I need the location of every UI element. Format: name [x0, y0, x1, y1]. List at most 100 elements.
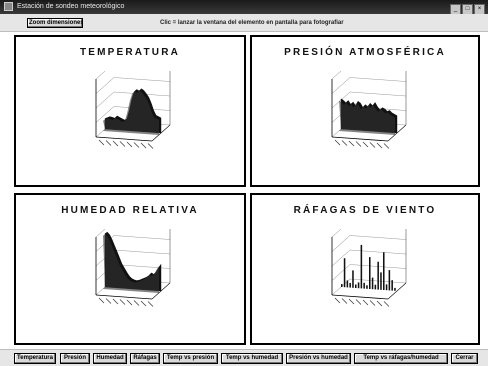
- bar-mark: [349, 282, 351, 288]
- temperature-chart-panel[interactable]: TEMPERATURA: [14, 35, 246, 187]
- x-tick-mark: [369, 300, 376, 306]
- x-tick-mark: [369, 142, 376, 148]
- chart-title: HUMEDAD RELATIVA: [61, 205, 199, 216]
- x-axis: [331, 294, 389, 300]
- depth-gridline: [95, 229, 106, 238]
- x-tick-mark: [348, 140, 355, 147]
- x-tick-mark: [376, 300, 383, 307]
- temp-vs-gusts-humidity-button[interactable]: Temp vs ráfagas/humedad: [354, 353, 448, 364]
- x-tick-mark: [334, 297, 341, 304]
- wind-gusts-chart: [331, 229, 407, 307]
- bar-mark: [377, 261, 379, 290]
- bar-mark: [391, 280, 393, 291]
- x-tick-mark: [383, 143, 390, 149]
- bar-mark: [366, 285, 368, 289]
- app-icon: [4, 1, 13, 11]
- x-axis: [331, 136, 389, 142]
- pressure-chart-panel[interactable]: PRESIÓN ATMOSFÉRICA: [250, 35, 480, 187]
- bar-mark: [363, 282, 365, 289]
- window-title: Estación de sondeo meteorológico: [16, 3, 125, 10]
- wind-gusts-chart-panel[interactable]: RÁFAGAS DE VIENTO: [250, 193, 480, 345]
- x-tick-mark: [355, 141, 362, 147]
- x-tick-mark: [147, 301, 154, 307]
- depth-gridline: [331, 229, 342, 238]
- window-titlebar: Estación de sondeo meteorológico _ □ ×: [0, 0, 488, 14]
- click-hint: Clic = lanzar la ventana del elemento en…: [160, 20, 344, 26]
- x-tick-mark: [133, 300, 140, 306]
- area-mark-face: [103, 234, 159, 293]
- x-tick-mark: [133, 142, 140, 148]
- bar-mark: [343, 258, 346, 288]
- temperature-chart: [95, 71, 171, 149]
- bar-mark: [371, 277, 374, 290]
- depth-axis: [387, 282, 407, 300]
- x-tick-mark: [126, 299, 133, 306]
- depth-gridline: [331, 249, 351, 267]
- bar-mark: [352, 270, 354, 288]
- x-tick-mark: [362, 299, 369, 306]
- bar-mark: [383, 252, 385, 290]
- x-tick-mark: [147, 143, 154, 149]
- x-tick-mark: [105, 298, 112, 304]
- bar-mark: [360, 244, 363, 289]
- x-tick-mark: [140, 142, 147, 149]
- depth-gridline: [95, 106, 115, 123]
- bar-mark: [346, 280, 349, 288]
- chart-title: TEMPERATURA: [79, 47, 181, 58]
- gusts-button[interactable]: Ráfagas: [130, 353, 160, 364]
- bar-mark: [385, 284, 388, 291]
- chart-title: RÁFAGAS DE VIENTO: [293, 205, 437, 216]
- gridline: [113, 77, 171, 82]
- x-tick-mark: [112, 140, 119, 147]
- gridline: [349, 91, 407, 97]
- x-tick-mark: [383, 301, 390, 307]
- maximize-icon[interactable]: □: [462, 4, 473, 14]
- bar-mark: [369, 257, 371, 289]
- x-tick-mark: [334, 139, 341, 146]
- close-button[interactable]: Cerrar: [451, 353, 478, 364]
- bar-mark: [388, 270, 391, 291]
- bar-mark: [341, 284, 343, 287]
- x-tick-mark: [341, 140, 348, 146]
- close-icon[interactable]: ×: [474, 4, 485, 14]
- bar-mark: [357, 282, 360, 289]
- x-tick-mark: [98, 297, 105, 304]
- zoom-dimensions-button[interactable]: Zoom dimensiones: [27, 18, 83, 28]
- x-axis: [95, 294, 153, 300]
- x-axis: [95, 136, 153, 142]
- temperature-button[interactable]: Temperatura: [14, 353, 56, 364]
- gridline: [349, 249, 407, 255]
- bar-mark: [394, 287, 396, 291]
- pressure-button[interactable]: Presión: [60, 353, 90, 364]
- x-tick-mark: [112, 298, 119, 305]
- pressure-chart: [331, 71, 407, 149]
- temp-vs-pressure-button[interactable]: Temp vs presión: [163, 353, 218, 364]
- window-controls: _ □ ×: [449, 2, 485, 14]
- depth-gridline: [95, 91, 115, 109]
- x-tick-mark: [126, 141, 133, 148]
- x-tick-mark: [105, 140, 112, 146]
- minimize-icon[interactable]: _: [450, 4, 461, 14]
- depth-gridline: [331, 235, 351, 252]
- bar-mark: [355, 284, 357, 288]
- x-tick-mark: [140, 300, 147, 307]
- chart-title: PRESIÓN ATMOSFÉRICA: [284, 47, 446, 58]
- humidity-button[interactable]: Humedad: [93, 353, 127, 364]
- area-mark-face: [339, 100, 395, 135]
- pressure-vs-humidity-button[interactable]: Presión vs humedad: [286, 353, 351, 364]
- x-tick-mark: [119, 141, 126, 147]
- humidity-chart: [95, 229, 171, 307]
- x-tick-mark: [341, 298, 348, 304]
- depth-gridline: [331, 77, 351, 94]
- gridline: [349, 77, 407, 82]
- x-tick-mark: [348, 298, 355, 305]
- x-tick-mark: [355, 299, 362, 305]
- bottom-toolbar: Temperatura Presión Humedad Ráfagas Temp…: [0, 349, 488, 366]
- temp-vs-humidity-button[interactable]: Temp vs humedad: [221, 353, 283, 364]
- x-tick-mark: [119, 299, 126, 305]
- area-mark-face: [103, 90, 159, 135]
- depth-gridline: [95, 71, 106, 80]
- top-toolbar: Zoom dimensiones Clic = lanzar la ventan…: [0, 14, 488, 32]
- gridline: [113, 235, 171, 240]
- humidity-chart-panel[interactable]: HUMEDAD RELATIVA: [14, 193, 246, 345]
